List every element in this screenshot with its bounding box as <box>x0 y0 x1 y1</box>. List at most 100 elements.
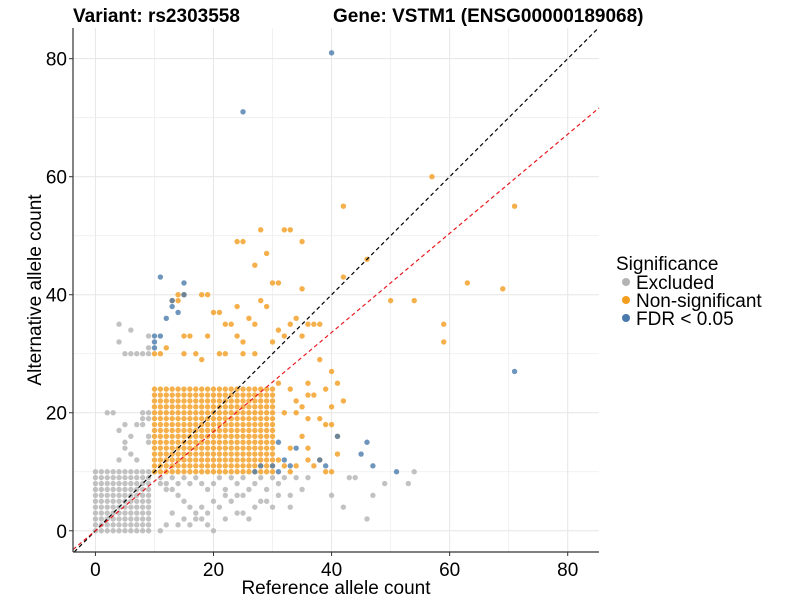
point-fdr-0-05 <box>258 463 264 469</box>
point-non-significant <box>222 439 229 445</box>
point-non-significant <box>204 463 211 469</box>
point-excluded <box>122 492 128 499</box>
point-excluded <box>222 486 229 493</box>
point-non-significant <box>240 398 246 404</box>
point-non-significant <box>210 427 217 434</box>
point-excluded <box>198 504 205 510</box>
point-excluded <box>104 522 110 528</box>
point-fdr-0-05 <box>151 333 158 339</box>
point-non-significant <box>317 356 323 363</box>
point-excluded <box>198 516 205 522</box>
reference-lines <box>72 27 600 553</box>
point-non-significant <box>210 457 217 463</box>
y-ticks: 0 20 40 60 80 <box>46 50 73 543</box>
point-fdr-0-05 <box>293 445 299 451</box>
point-non-significant <box>169 457 175 463</box>
point-excluded <box>163 480 169 487</box>
point-fdr-0-05 <box>269 463 276 469</box>
point-non-significant <box>252 415 258 422</box>
point-excluded <box>98 504 105 510</box>
point-non-significant <box>169 433 175 440</box>
point-non-significant <box>193 469 199 475</box>
point-non-significant <box>157 410 164 416</box>
point-excluded <box>116 474 122 481</box>
point-non-significant <box>169 410 175 416</box>
point-excluded <box>139 498 146 504</box>
point-fdr-0-05 <box>358 451 364 457</box>
point-excluded <box>305 474 311 481</box>
point-non-significant <box>252 262 258 268</box>
point-non-significant <box>258 227 264 233</box>
point-non-significant <box>263 303 270 310</box>
point-excluded <box>139 421 146 428</box>
point-non-significant <box>187 404 193 410</box>
point-non-significant <box>216 410 223 416</box>
point-non-significant <box>151 351 158 357</box>
point-non-significant <box>246 404 252 410</box>
point-fdr-0-05 <box>252 469 258 475</box>
point-excluded <box>122 445 128 451</box>
point-non-significant <box>258 392 264 398</box>
point-non-significant <box>287 321 293 327</box>
point-excluded <box>275 492 282 499</box>
point-excluded <box>128 327 134 333</box>
point-non-significant <box>246 427 252 434</box>
point-fdr-0-05 <box>169 297 175 304</box>
point-excluded <box>128 504 134 510</box>
point-non-significant <box>258 421 264 428</box>
point-non-significant <box>204 398 211 404</box>
point-non-significant <box>157 451 164 457</box>
point-excluded <box>175 492 181 499</box>
point-non-significant <box>234 469 240 475</box>
point-non-significant <box>234 238 240 245</box>
point-non-significant <box>210 463 217 469</box>
point-non-significant <box>210 445 217 451</box>
point-non-significant <box>187 410 193 416</box>
point-fdr-0-05 <box>287 463 293 469</box>
legend: Significance Excluded Non-significant FD… <box>616 254 762 330</box>
point-non-significant <box>204 427 211 434</box>
point-non-significant <box>228 433 234 440</box>
point-excluded <box>116 498 122 504</box>
point-non-significant <box>246 415 252 422</box>
legend-label-excluded: Excluded <box>636 273 714 294</box>
point-excluded <box>240 492 246 499</box>
legend-swatch-excluded <box>622 278 630 286</box>
point-excluded <box>145 333 152 339</box>
point-non-significant <box>269 386 276 392</box>
point-non-significant <box>157 392 164 398</box>
point-non-significant <box>311 463 317 469</box>
point-excluded <box>110 410 116 416</box>
point-non-significant <box>234 433 240 440</box>
point-non-significant <box>204 333 211 339</box>
point-non-significant <box>305 380 311 386</box>
point-non-significant <box>210 469 217 475</box>
point-excluded <box>193 510 199 516</box>
point-excluded <box>128 351 134 357</box>
point-excluded <box>116 516 122 522</box>
point-non-significant <box>181 410 187 416</box>
point-non-significant <box>240 463 246 469</box>
point-non-significant <box>234 463 240 469</box>
point-non-significant <box>269 457 276 463</box>
point-non-significant <box>258 410 264 416</box>
point-excluded <box>104 469 110 475</box>
y-tick-label: 40 <box>46 286 67 307</box>
point-non-significant <box>258 398 264 404</box>
point-non-significant <box>263 250 270 257</box>
point-non-significant <box>258 433 264 440</box>
point-non-significant <box>216 309 223 316</box>
point-excluded <box>116 528 122 534</box>
point-excluded <box>258 498 264 504</box>
point-non-significant <box>240 457 246 463</box>
point-non-significant <box>198 292 205 298</box>
point-excluded <box>110 504 116 510</box>
point-non-significant <box>334 451 341 457</box>
point-fdr-0-05 <box>317 457 323 463</box>
point-non-significant <box>252 410 258 416</box>
point-non-significant <box>252 321 258 327</box>
point-non-significant <box>175 439 181 445</box>
point-non-significant <box>163 415 169 422</box>
point-excluded <box>98 469 105 475</box>
